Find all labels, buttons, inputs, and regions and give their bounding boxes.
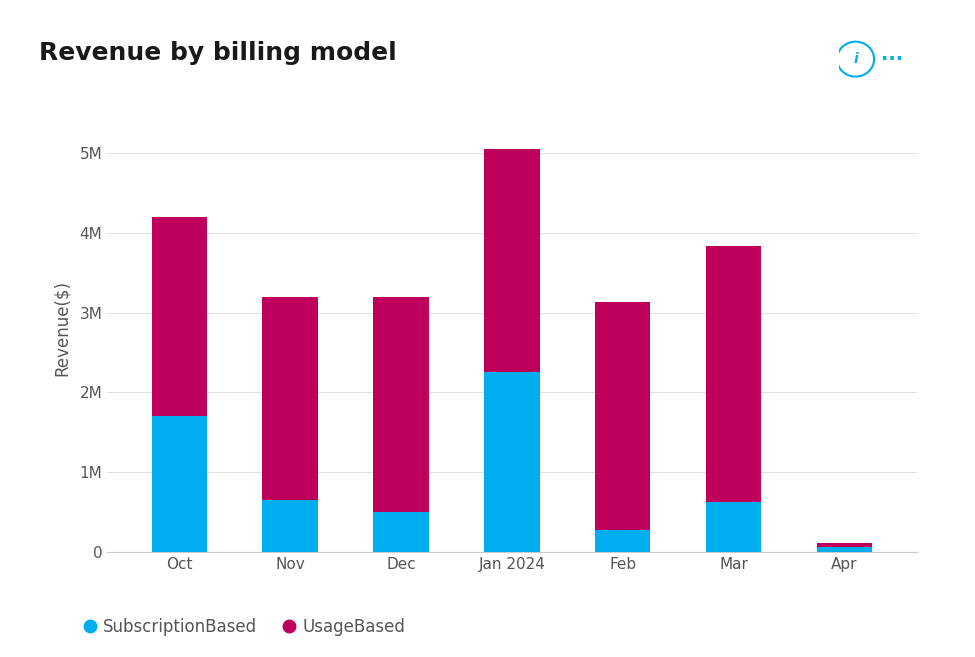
Text: Revenue by billing model: Revenue by billing model	[39, 41, 397, 64]
Bar	[706, 246, 761, 502]
Bar	[262, 296, 318, 500]
Bar	[151, 217, 207, 417]
Bar	[373, 512, 429, 552]
Bar	[485, 149, 539, 373]
Y-axis label: Revenue($): Revenue($)	[54, 281, 71, 376]
Bar	[151, 417, 207, 552]
Legend: SubscriptionBased, UsageBased: SubscriptionBased, UsageBased	[83, 618, 406, 636]
Bar	[262, 500, 318, 552]
Bar	[485, 373, 539, 552]
Bar	[373, 296, 429, 512]
Bar	[595, 302, 650, 530]
Bar	[817, 543, 873, 547]
Text: i: i	[853, 52, 858, 66]
Bar	[706, 502, 761, 552]
Text: ···: ···	[881, 50, 903, 68]
Bar	[817, 547, 873, 552]
Bar	[595, 530, 650, 552]
